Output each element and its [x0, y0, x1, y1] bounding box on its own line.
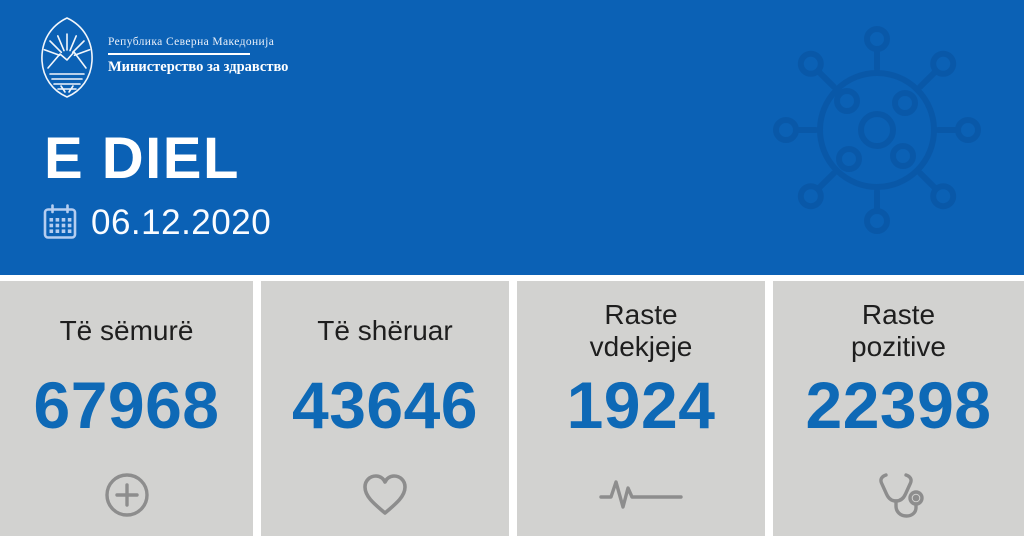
pulse-icon: [517, 469, 765, 521]
stat-value: 1924: [566, 368, 716, 442]
stat-value: 22398: [805, 368, 992, 442]
stat-value: 43646: [291, 368, 479, 442]
date-text: 06.12.2020: [91, 202, 272, 242]
republic-name: Република Северна Македонија: [108, 36, 275, 48]
stat-label: Raste vdekjeje: [589, 298, 693, 362]
date-row: 06.12.2020: [42, 203, 271, 241]
heart-icon: [261, 469, 509, 521]
day-title: E DIEL: [44, 126, 240, 191]
calendar-icon: [43, 204, 77, 239]
ministry-brand: Република Северна Македонија Министерств…: [36, 16, 288, 100]
plus-circle-icon: [0, 469, 253, 521]
stat-card-positive: Raste pozitive 22398: [773, 281, 1024, 536]
virus-icon: [773, 26, 981, 234]
stat-card-recovered: Të shëruar 43646: [261, 281, 509, 536]
stethoscope-icon: [773, 469, 1024, 521]
stat-label: Të shëruar: [317, 314, 453, 346]
stat-label: Raste pozitive: [851, 298, 946, 362]
ministry-name: Министерство за здравство: [108, 59, 289, 75]
stat-label: Të sëmurë: [59, 314, 194, 346]
coat-of-arms-icon: [41, 17, 93, 98]
stats-cards: Të sëmurë 67968 Të shëruar 43646 Raste v…: [0, 281, 1024, 536]
stat-card-sick: Të sëmurë 67968: [0, 281, 253, 536]
brand-divider: [108, 53, 250, 55]
ministry-brand-text: Република Северна Македонија Министерств…: [108, 36, 288, 76]
stat-value: 67968: [33, 368, 220, 442]
header-banner: Република Северна Македонија Министерств…: [0, 0, 1024, 275]
stat-card-deaths: Raste vdekjeje 1924: [517, 281, 765, 536]
